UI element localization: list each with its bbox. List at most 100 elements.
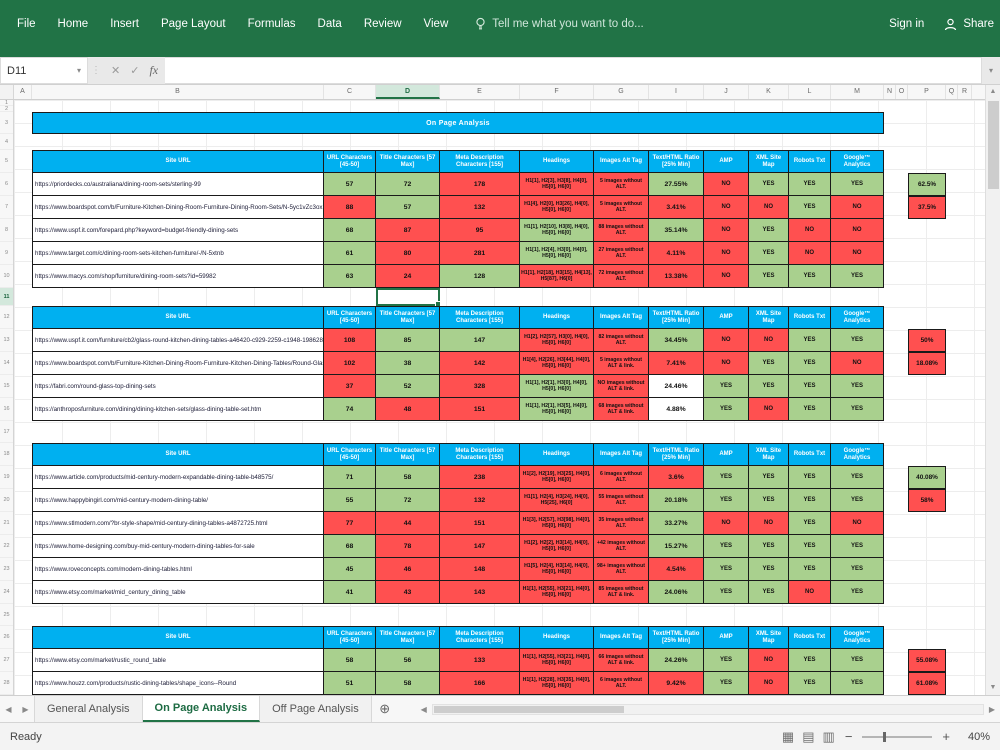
- cell-site-url[interactable]: https://www.article.com/products/mid-cen…: [32, 466, 324, 489]
- column-header-B[interactable]: B: [32, 85, 324, 99]
- column-header-A[interactable]: A: [14, 85, 32, 99]
- column-header-J[interactable]: J: [704, 85, 749, 99]
- cell-alt-tag[interactable]: 66 images without ALT & link.: [594, 649, 649, 672]
- cell-headings[interactable]: H1[1], H2[3], H3[8], H4[0], H5[0], H6[0]: [520, 173, 594, 196]
- cell-title-chars[interactable]: 87: [376, 219, 440, 242]
- tell-me-box[interactable]: Tell me what you want to do...: [475, 17, 644, 31]
- table-header-cell[interactable]: Title Characters [57 Max]: [376, 443, 440, 466]
- horizontal-scroll-track[interactable]: [431, 703, 984, 715]
- cell-meta-chars[interactable]: 281: [440, 242, 520, 265]
- cell-alt-tag[interactable]: 35 images without ALT.: [594, 512, 649, 535]
- cell-site-url[interactable]: https://www.happybingirl.com/mid-century…: [32, 489, 324, 512]
- cell-ratio[interactable]: 20.18%: [649, 489, 704, 512]
- column-header-C[interactable]: C: [324, 85, 376, 99]
- cell-url-chars[interactable]: 88: [324, 196, 376, 219]
- cell-alt-tag[interactable]: 72 images without ALT.: [594, 265, 649, 288]
- cell-ratio[interactable]: 34.45%: [649, 329, 704, 352]
- zoom-slider-thumb[interactable]: [883, 731, 887, 742]
- zoom-slider[interactable]: [862, 731, 933, 742]
- column-header-N[interactable]: N: [884, 85, 896, 99]
- table-header-cell[interactable]: AMP: [704, 306, 749, 329]
- formula-input[interactable]: [165, 57, 982, 84]
- cell-amp[interactable]: NO: [704, 265, 749, 288]
- cell-score[interactable]: 58%: [908, 489, 946, 512]
- cell-site-url[interactable]: https://www.boardspot.com/b/Furniture-Ki…: [32, 196, 324, 219]
- zoom-out-button[interactable]: −: [844, 729, 853, 744]
- row-header-3[interactable]: 3: [0, 112, 13, 134]
- cell-amp[interactable]: NO: [704, 173, 749, 196]
- column-header-D[interactable]: D: [376, 85, 440, 99]
- grid-content[interactable]: On Page Analysis Site URL URL Characters […: [14, 100, 1000, 695]
- cell-site-url[interactable]: https://www.target.com/c/dining-room-set…: [32, 242, 324, 265]
- table-header-cell[interactable]: Google™ Analytics: [831, 443, 884, 466]
- table-header-cell[interactable]: AMP: [704, 443, 749, 466]
- column-header-G[interactable]: G: [594, 85, 649, 99]
- scroll-down-icon[interactable]: ▼: [989, 684, 997, 691]
- table-header-cell[interactable]: Site URL: [32, 150, 324, 173]
- cell-amp[interactable]: NO: [704, 196, 749, 219]
- cell-xml-sitemap[interactable]: NO: [749, 329, 789, 352]
- cell-meta-chars[interactable]: 328: [440, 375, 520, 398]
- cell-headings[interactable]: H1[2], H2[2], H3[14], H4[0], H5[0], H6[0…: [520, 535, 594, 558]
- zoom-in-button[interactable]: +: [942, 729, 950, 744]
- cell-site-url[interactable]: https://priordecks.co/australiana/dining…: [32, 173, 324, 196]
- table-header-cell[interactable]: XML Site Map: [749, 306, 789, 329]
- cell-xml-sitemap[interactable]: YES: [749, 352, 789, 375]
- column-header-F[interactable]: F: [520, 85, 594, 99]
- cell-headings[interactable]: H1[5], H2[4], H3[14], H4[0], H5[0], H6[0…: [520, 558, 594, 581]
- expand-formula-bar-icon[interactable]: ▾: [988, 66, 993, 75]
- cell-amp[interactable]: NO: [704, 512, 749, 535]
- cell-url-chars[interactable]: 58: [324, 649, 376, 672]
- cell-title-chars[interactable]: 52: [376, 375, 440, 398]
- cell-url-chars[interactable]: 57: [324, 173, 376, 196]
- table-header-cell[interactable]: Robots Txt: [789, 626, 831, 649]
- cell-ratio[interactable]: 24.06%: [649, 581, 704, 604]
- cell-robots[interactable]: YES: [789, 535, 831, 558]
- cell-url-chars[interactable]: 74: [324, 398, 376, 421]
- cell-alt-tag[interactable]: 55 images without ALT.: [594, 489, 649, 512]
- cell-site-url[interactable]: https://www.uspf.it.com/furniture/cb2/gl…: [32, 329, 324, 352]
- row-header-20[interactable]: 20: [0, 489, 13, 512]
- cell-xml-sitemap[interactable]: YES: [749, 173, 789, 196]
- cell-ratio[interactable]: 24.46%: [649, 375, 704, 398]
- cell-analytics[interactable]: YES: [831, 581, 884, 604]
- row-header-23[interactable]: 23: [0, 558, 13, 581]
- cell-meta-chars[interactable]: 178: [440, 173, 520, 196]
- table-header-cell[interactable]: Headings: [520, 626, 594, 649]
- row-header-18[interactable]: 18: [0, 443, 13, 466]
- vertical-scroll-thumb[interactable]: [987, 101, 999, 189]
- cell-analytics[interactable]: NO: [831, 219, 884, 242]
- cell-url-chars[interactable]: 77: [324, 512, 376, 535]
- column-header-L[interactable]: L: [789, 85, 831, 99]
- row-header-28[interactable]: 28: [0, 672, 13, 695]
- ribbon-tab-page-layout[interactable]: Page Layout: [160, 18, 226, 30]
- table-header-cell[interactable]: URL Characters [45-50]: [324, 150, 376, 173]
- column-header-K[interactable]: K: [749, 85, 789, 99]
- cell-alt-tag[interactable]: 85 images without ALT & link.: [594, 581, 649, 604]
- cell-analytics[interactable]: YES: [831, 466, 884, 489]
- cell-robots[interactable]: YES: [789, 173, 831, 196]
- cell-title-chars[interactable]: 43: [376, 581, 440, 604]
- cell-amp[interactable]: YES: [704, 649, 749, 672]
- table-header-cell[interactable]: Title Characters [57 Max]: [376, 626, 440, 649]
- cell-url-chars[interactable]: 71: [324, 466, 376, 489]
- table-header-cell[interactable]: Site URL: [32, 306, 324, 329]
- row-header-21[interactable]: 21: [0, 512, 13, 535]
- table-header-cell[interactable]: Images Alt Tag: [594, 626, 649, 649]
- cell-headings[interactable]: H1[1], H2[1], H3[0], H4[0], H5[0], H6[0]: [520, 375, 594, 398]
- cell-score[interactable]: 50%: [908, 329, 946, 352]
- cell-title-chars[interactable]: 46: [376, 558, 440, 581]
- table-header-cell[interactable]: Site URL: [32, 626, 324, 649]
- selected-cell-D11[interactable]: [376, 288, 441, 307]
- cell-robots[interactable]: YES: [789, 466, 831, 489]
- table-header-cell[interactable]: AMP: [704, 150, 749, 173]
- table-header-cell[interactable]: Meta Description Characters [155]: [440, 306, 520, 329]
- cell-xml-sitemap[interactable]: NO: [749, 672, 789, 695]
- cell-robots[interactable]: YES: [789, 196, 831, 219]
- cell-ratio[interactable]: 27.55%: [649, 173, 704, 196]
- new-sheet-button[interactable]: ⊕: [379, 701, 391, 716]
- cell-robots[interactable]: NO: [789, 581, 831, 604]
- table-header-cell[interactable]: XML Site Map: [749, 626, 789, 649]
- cell-ratio[interactable]: 24.26%: [649, 649, 704, 672]
- ribbon-tab-data[interactable]: Data: [317, 18, 342, 30]
